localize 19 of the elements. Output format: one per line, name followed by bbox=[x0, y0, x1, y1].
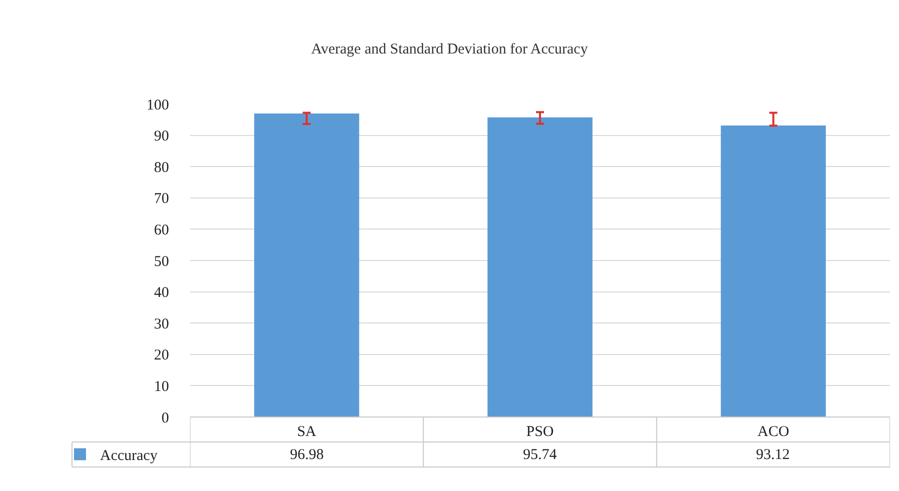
x-tick-label: PSO bbox=[526, 424, 554, 440]
data-label: 93.12 bbox=[756, 447, 790, 463]
legend-label: Accuracy bbox=[100, 448, 158, 464]
y-tick-label: 10 bbox=[154, 378, 169, 395]
y-tick-label: 60 bbox=[154, 222, 169, 238]
y-tick-label: 40 bbox=[154, 285, 169, 302]
data-label: 96.98 bbox=[290, 447, 324, 463]
y-tick-label: 0 bbox=[162, 410, 169, 426]
data-label: 95.74 bbox=[523, 447, 558, 463]
y-tick-label: 30 bbox=[154, 316, 169, 332]
y-tick-label: 80 bbox=[154, 160, 169, 176]
y-tick-label: 50 bbox=[154, 254, 169, 270]
chart-title: Average and Standard Deviation for Accuracy bbox=[311, 41, 588, 58]
y-tick-label: 70 bbox=[154, 191, 169, 208]
y-tick-label: 90 bbox=[154, 128, 169, 145]
x-tick-label: SA bbox=[297, 424, 316, 440]
y-tick-label: 20 bbox=[154, 348, 169, 364]
x-tick-label: ACO bbox=[757, 424, 790, 440]
y-tick-label: 100 bbox=[146, 97, 169, 114]
